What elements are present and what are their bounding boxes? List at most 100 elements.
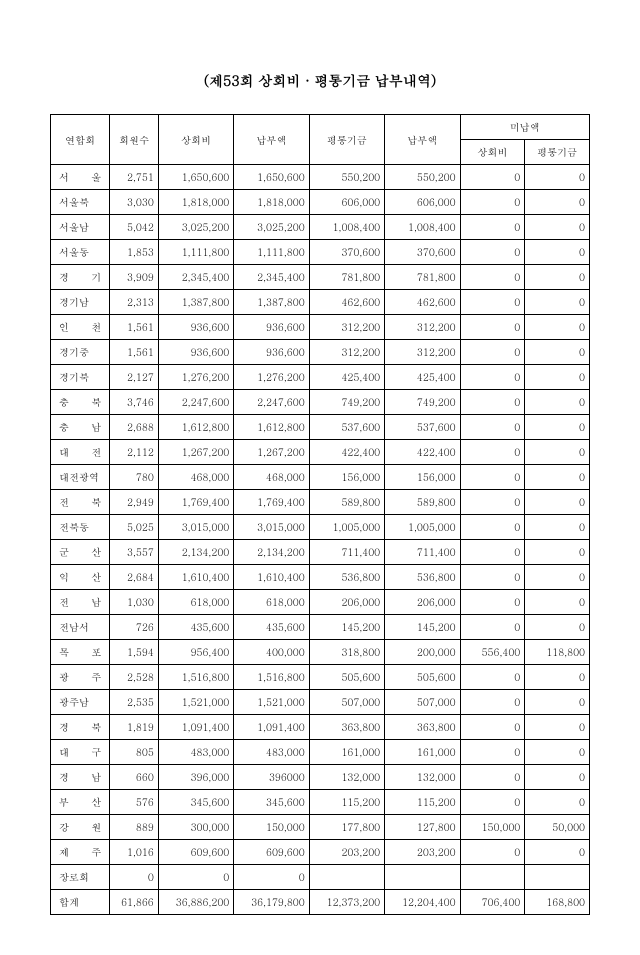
cell-members: 1,853: [110, 240, 159, 265]
cell-fee: 1,612,800: [158, 415, 233, 440]
cell-paid2: 312,200: [385, 340, 460, 365]
cell-fund: 12,373,200: [309, 890, 384, 915]
cell-paid2: 505,600: [385, 665, 460, 690]
cell-unpaid-fund: 0: [525, 690, 590, 715]
cell-unpaid-fee: 0: [460, 540, 525, 565]
cell-name: 충 북: [51, 390, 110, 415]
cell-name: 경기남: [51, 290, 110, 315]
cell-fee: 956,400: [158, 640, 233, 665]
cell-fee: 1,276,200: [158, 365, 233, 390]
cell-name: 경기북: [51, 365, 110, 390]
cell-fund: 156,000: [309, 465, 384, 490]
table-row: 광 주2,5281,516,8001,516,800505,600505,600…: [51, 665, 590, 690]
cell-name: 경 북: [51, 715, 110, 740]
table-row: 경기북2,1271,276,2001,276,200425,400425,400…: [51, 365, 590, 390]
cell-paid2: 711,400: [385, 540, 460, 565]
cell-unpaid-fund: 0: [525, 515, 590, 540]
cell-unpaid-fee: 0: [460, 415, 525, 440]
cell-unpaid-fund: 0: [525, 265, 590, 290]
cell-fee: 1,818,000: [158, 190, 233, 215]
cell-paid2: 1,008,400: [385, 215, 460, 240]
cell-members: 576: [110, 790, 159, 815]
cell-name: 합계: [51, 890, 110, 915]
cell-fund: 711,400: [309, 540, 384, 565]
cell-paid2: 537,600: [385, 415, 460, 440]
table-row: 전 남1,030618,000618,000206,000206,00000: [51, 590, 590, 615]
cell-members: 2,688: [110, 415, 159, 440]
cell-fund: [309, 865, 384, 890]
payment-table: 연합회 회원수 상회비 납부액 평통기금 납부액 미납액 상회비 평통기금 서 …: [50, 114, 590, 915]
table-row: 서울동1,8531,111,8001,111,800370,600370,600…: [51, 240, 590, 265]
cell-fee: 36,886,200: [158, 890, 233, 915]
table-row: 경 남660396,000396000132,000132,00000: [51, 765, 590, 790]
cell-members: 1,594: [110, 640, 159, 665]
cell-fee: 1,091,400: [158, 715, 233, 740]
cell-paid2: 589,800: [385, 490, 460, 515]
cell-paid1: 345,600: [234, 790, 309, 815]
cell-name: 군 산: [51, 540, 110, 565]
cell-unpaid-fund: 0: [525, 340, 590, 365]
cell-paid2: 781,800: [385, 265, 460, 290]
col-fund: 평통기금: [309, 115, 384, 165]
cell-fee: 1,111,800: [158, 240, 233, 265]
cell-unpaid-fund: 0: [525, 790, 590, 815]
cell-paid2: 363,800: [385, 715, 460, 740]
cell-unpaid-fund: 0: [525, 565, 590, 590]
cell-paid2: 550,200: [385, 165, 460, 190]
cell-paid2: 425,400: [385, 365, 460, 390]
cell-members: 2,313: [110, 290, 159, 315]
cell-unpaid-fee: 0: [460, 365, 525, 390]
cell-paid2: 507,000: [385, 690, 460, 715]
cell-unpaid-fund: 0: [525, 240, 590, 265]
cell-paid1: 0: [234, 865, 309, 890]
cell-name: 경 기: [51, 265, 110, 290]
cell-fee: 936,600: [158, 315, 233, 340]
cell-paid2: [385, 865, 460, 890]
cell-paid1: 1,111,800: [234, 240, 309, 265]
cell-members: 1,819: [110, 715, 159, 740]
cell-name: 전북동: [51, 515, 110, 540]
cell-fee: 1,650,600: [158, 165, 233, 190]
cell-members: 3,909: [110, 265, 159, 290]
col-paid2: 납부액: [385, 115, 460, 165]
cell-paid2: 1,005,000: [385, 515, 460, 540]
cell-name: 인 천: [51, 315, 110, 340]
col-paid1: 납부액: [234, 115, 309, 165]
cell-name: 대 전: [51, 440, 110, 465]
cell-paid2: 156,000: [385, 465, 460, 490]
cell-unpaid-fee: 0: [460, 565, 525, 590]
cell-name: 전남서: [51, 615, 110, 640]
cell-paid1: 1,091,400: [234, 715, 309, 740]
cell-unpaid-fee: 556,400: [460, 640, 525, 665]
cell-fee: 483,000: [158, 740, 233, 765]
cell-unpaid-fee: 0: [460, 215, 525, 240]
cell-unpaid-fund: 0: [525, 540, 590, 565]
table-header: 연합회 회원수 상회비 납부액 평통기금 납부액 미납액 상회비 평통기금: [51, 115, 590, 165]
cell-name: 대전광역: [51, 465, 110, 490]
cell-name: 제 주: [51, 840, 110, 865]
cell-unpaid-fee: 150,000: [460, 815, 525, 840]
cell-name: 광 주: [51, 665, 110, 690]
cell-paid1: 3,015,000: [234, 515, 309, 540]
cell-paid1: 483,000: [234, 740, 309, 765]
cell-fund: 363,800: [309, 715, 384, 740]
cell-paid2: 161,000: [385, 740, 460, 765]
cell-unpaid-fund: 0: [525, 415, 590, 440]
cell-unpaid-fund: 0: [525, 715, 590, 740]
cell-paid2: 606,000: [385, 190, 460, 215]
cell-fund: 145,200: [309, 615, 384, 640]
col-name: 연합회: [51, 115, 110, 165]
cell-fund: 115,200: [309, 790, 384, 815]
cell-paid2: 203,200: [385, 840, 460, 865]
cell-unpaid-fee: [460, 865, 525, 890]
cell-unpaid-fee: 0: [460, 490, 525, 515]
cell-unpaid-fund: 0: [525, 840, 590, 865]
cell-fee: 3,015,000: [158, 515, 233, 540]
cell-fee: 0: [158, 865, 233, 890]
cell-name: 서울동: [51, 240, 110, 265]
cell-fund: 537,600: [309, 415, 384, 440]
cell-fund: 781,800: [309, 265, 384, 290]
cell-unpaid-fund: 0: [525, 740, 590, 765]
cell-fee: 468,000: [158, 465, 233, 490]
cell-unpaid-fund: 0: [525, 765, 590, 790]
